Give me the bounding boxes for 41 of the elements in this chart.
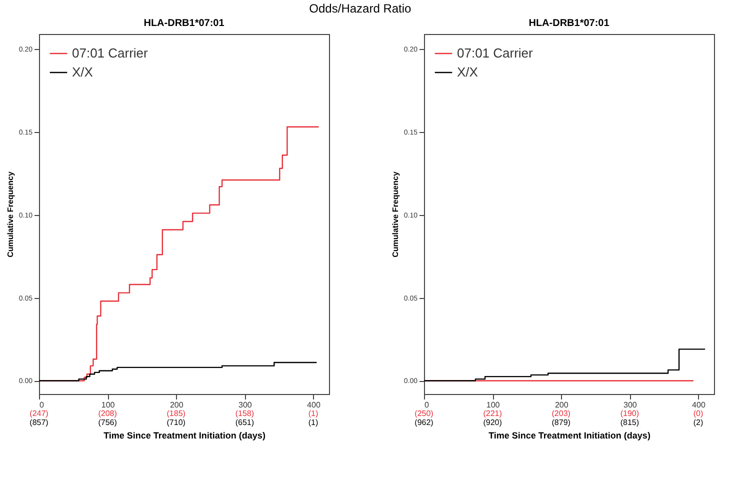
text: (247): [30, 409, 49, 418]
text: (203): [552, 409, 571, 418]
text: (1): [308, 418, 318, 427]
text: (920): [483, 418, 502, 427]
x-axis-title: Time Since Treatment Initiation (days): [488, 430, 650, 440]
text: (651): [235, 418, 254, 427]
x-tick-label: 200: [170, 400, 184, 410]
x-tick-label: 200: [554, 400, 569, 410]
x-tick-label: 100: [101, 400, 116, 410]
text: (1): [308, 409, 318, 418]
chart-title: HLA-DRB1*07:01: [144, 18, 225, 29]
text: (0): [693, 409, 704, 418]
text: (250): [414, 409, 434, 418]
text: (879): [552, 418, 571, 427]
text: (815): [620, 418, 640, 427]
x-tick-label: 400: [692, 400, 706, 410]
text: (962): [414, 418, 434, 427]
x-tick-label: 0: [40, 400, 44, 410]
x-tick-label: 400: [307, 400, 321, 410]
legend-label: X/X: [72, 64, 94, 80]
x-tick-label: 300: [238, 400, 252, 410]
text: (756): [98, 418, 118, 427]
text: (185): [166, 409, 186, 418]
text: (2): [693, 418, 704, 427]
chart-title: HLA-DRB1*07:01: [528, 18, 610, 29]
y-axis-title: Cumulative Frequency: [390, 171, 400, 258]
text: (857): [30, 418, 49, 427]
text: (190): [620, 409, 640, 418]
text: (221): [483, 409, 502, 418]
text: Odds/Hazard Ratio: [309, 2, 412, 16]
legend-label: X/X: [457, 64, 478, 80]
x-axis-title: Time Since Treatment Initiation (days): [104, 430, 266, 440]
text: (710): [166, 418, 186, 427]
y-axis-title: Cumulative Frequency: [6, 171, 15, 258]
x-tick-label: 300: [623, 400, 638, 410]
legend-label: 07:01 Carrier: [457, 46, 534, 60]
text: (158): [235, 409, 254, 418]
x-tick-label: 0: [424, 400, 430, 410]
legend-label: 07:01 Carrier: [72, 46, 149, 60]
x-tick-label: 100: [486, 400, 500, 410]
text: (208): [98, 409, 118, 418]
